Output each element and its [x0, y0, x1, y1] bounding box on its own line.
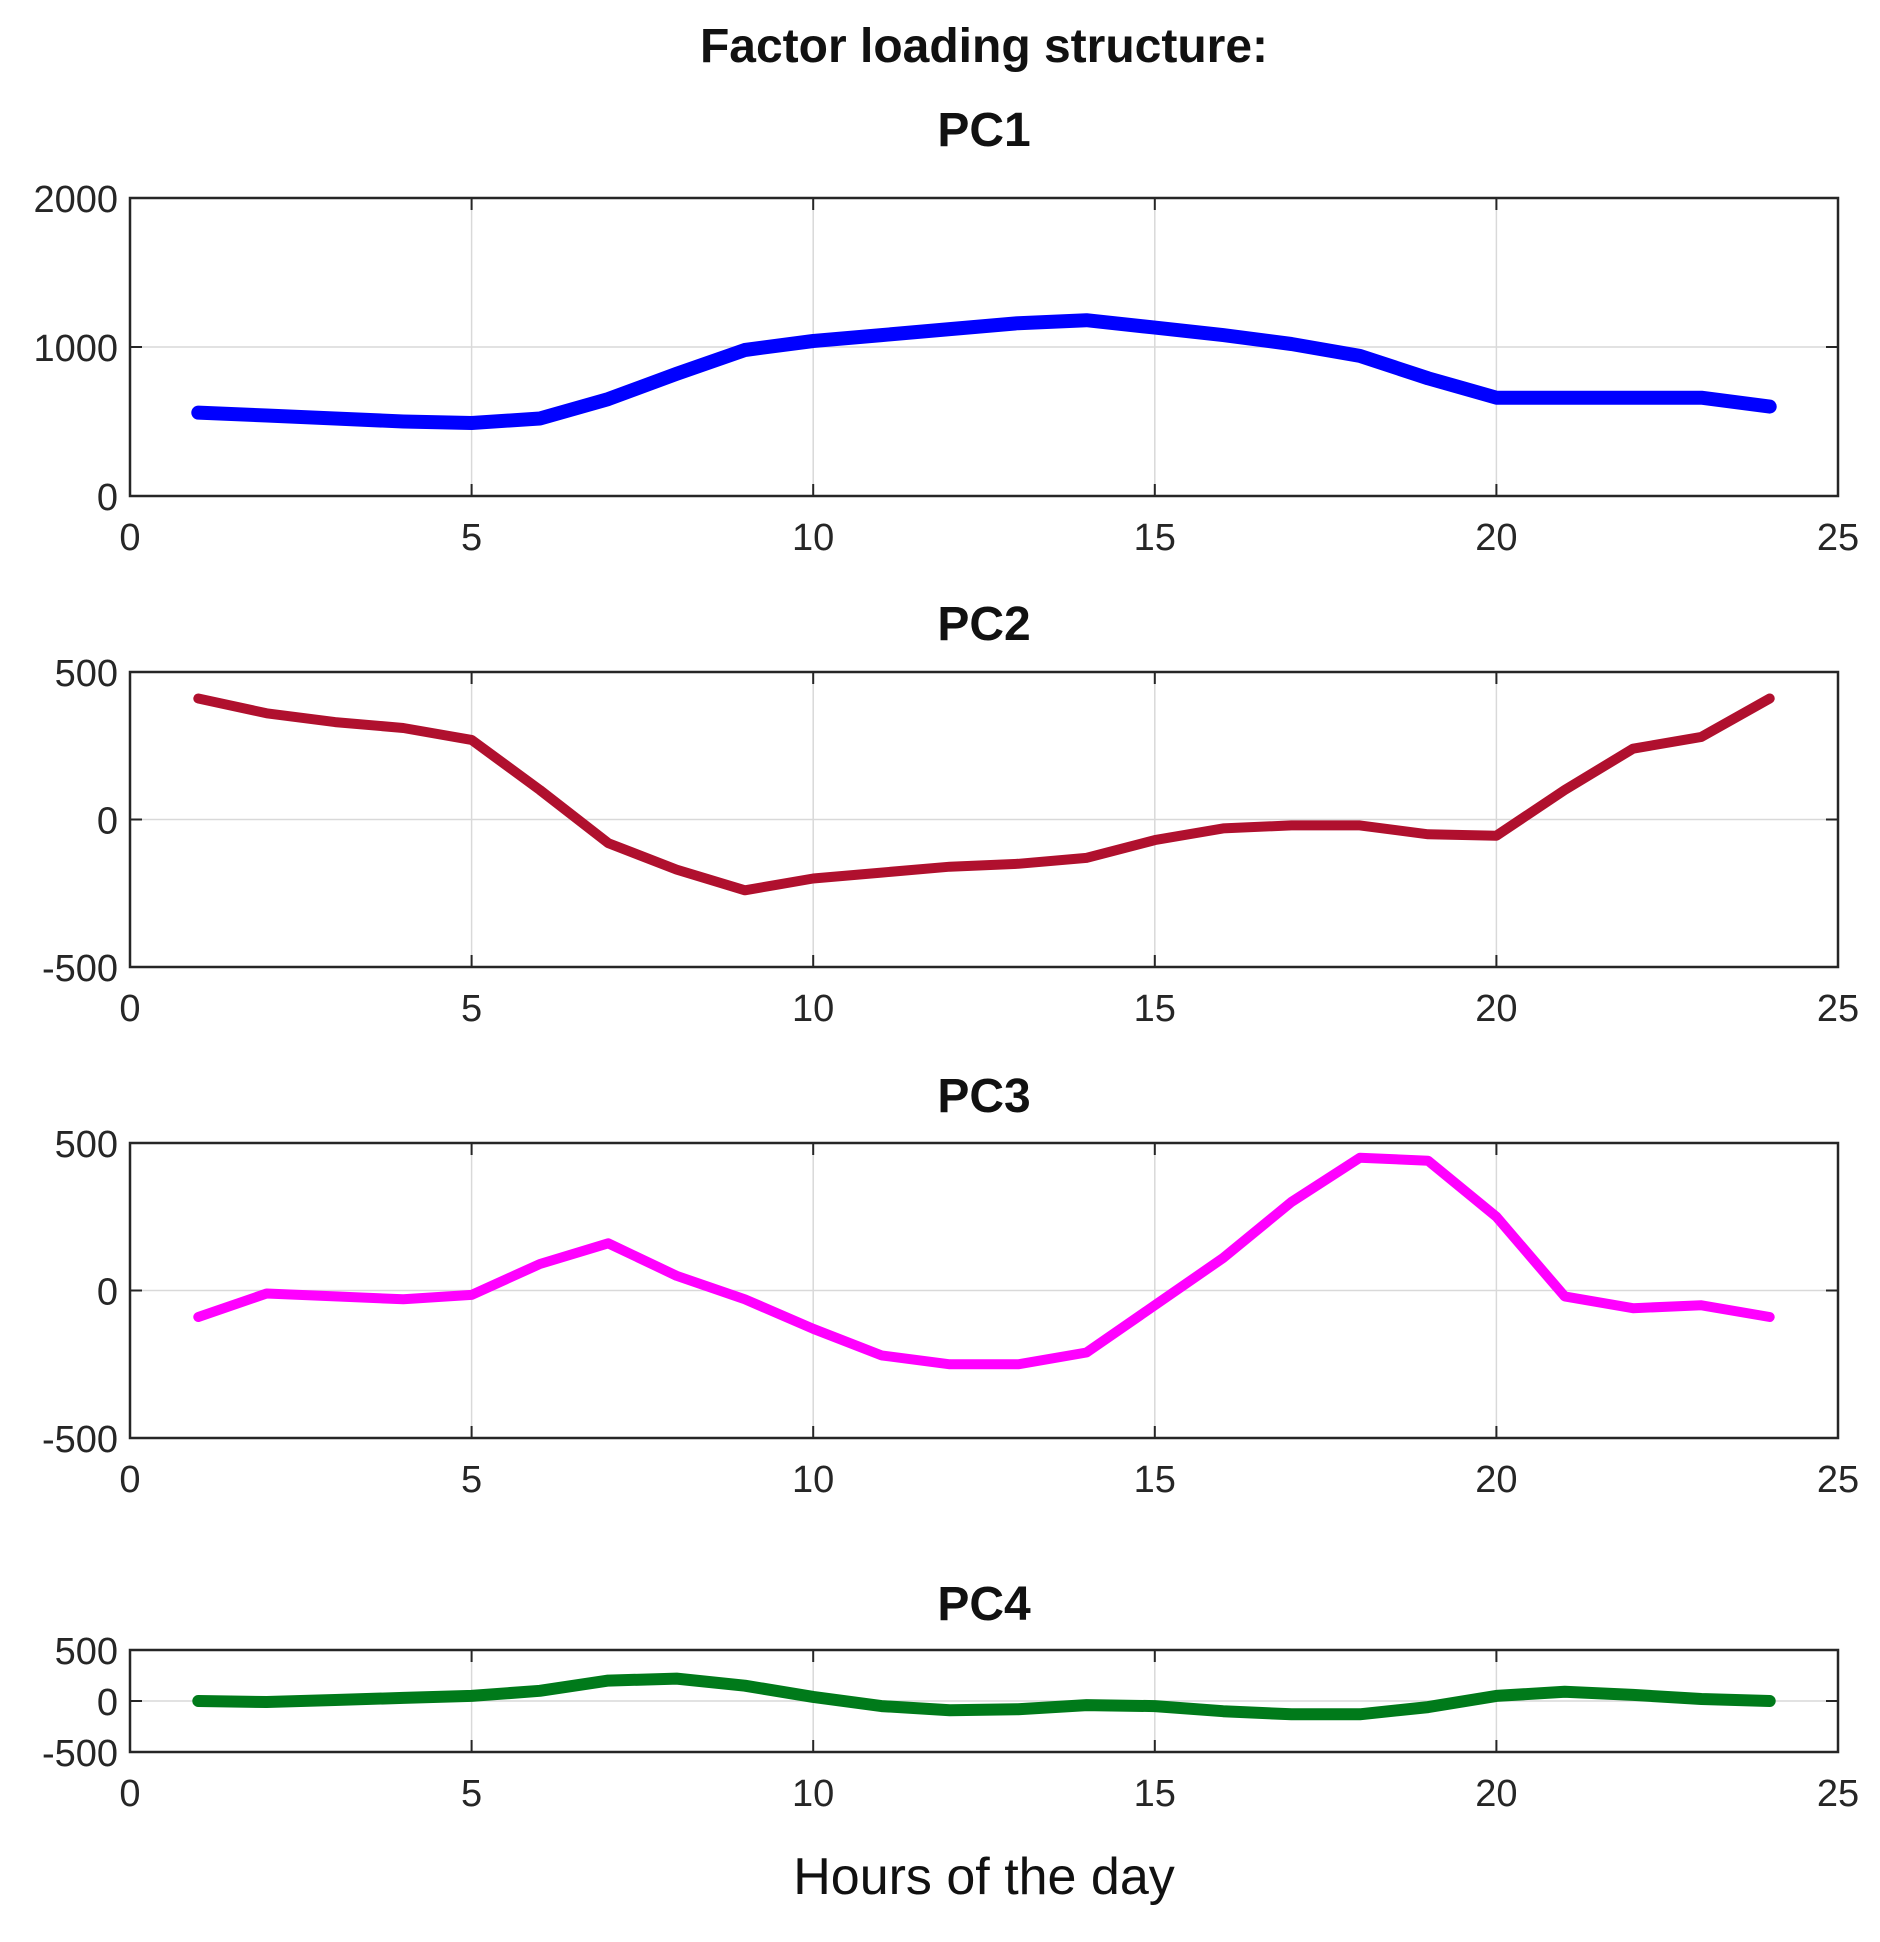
- x-tick-label: 25: [1817, 517, 1859, 559]
- series-line-pc2: [193, 693, 1775, 896]
- x-tick-label: 15: [1134, 1773, 1176, 1815]
- y-tick-label: 0: [97, 1272, 118, 1314]
- x-tick-label: 25: [1817, 1459, 1859, 1501]
- x-axis-label: Hours of the day: [793, 1848, 1175, 1906]
- series-line-pc3: [193, 1152, 1775, 1370]
- subplot-title: PC3: [937, 1070, 1030, 1123]
- x-tick-label: 5: [461, 1459, 482, 1501]
- x-tick-label: 5: [461, 988, 482, 1030]
- x-tick-label: 0: [119, 1773, 140, 1815]
- x-tick-label: 20: [1475, 517, 1517, 559]
- y-tick-label: -500: [42, 1733, 118, 1775]
- y-tick-label: -500: [42, 948, 118, 990]
- y-tick-label: 500: [55, 1631, 118, 1673]
- x-tick-label: 5: [461, 517, 482, 559]
- x-tick-label: 15: [1134, 1459, 1176, 1501]
- x-tick-label: 20: [1475, 1773, 1517, 1815]
- x-tick-label: 10: [792, 988, 834, 1030]
- y-tick-label: 2000: [33, 179, 118, 221]
- y-tick-label: 0: [97, 801, 118, 843]
- y-tick-label: 0: [97, 1682, 118, 1724]
- subplot-title: PC1: [937, 104, 1030, 157]
- y-tick-label: 500: [55, 653, 118, 695]
- x-tick-label: 25: [1817, 988, 1859, 1030]
- y-tick-label: 500: [55, 1124, 118, 1166]
- x-tick-label: 20: [1475, 1459, 1517, 1501]
- x-tick-label: 15: [1134, 988, 1176, 1030]
- figure-suptitle: Factor loading structure:: [700, 20, 1268, 73]
- y-tick-label: 1000: [33, 328, 118, 370]
- x-tick-label: 0: [119, 517, 140, 559]
- x-tick-label: 10: [792, 517, 834, 559]
- x-tick-label: 0: [119, 1459, 140, 1501]
- x-tick-label: 5: [461, 1773, 482, 1815]
- y-tick-label: -500: [42, 1419, 118, 1461]
- series-line-pc4: [192, 1672, 1776, 1721]
- x-tick-label: 10: [792, 1459, 834, 1501]
- subplot-title: PC4: [937, 1578, 1031, 1631]
- series-line-pc1: [191, 313, 1777, 430]
- x-tick-label: 10: [792, 1773, 834, 1815]
- x-tick-label: 20: [1475, 988, 1517, 1030]
- y-tick-label: 0: [97, 477, 118, 519]
- subplot-1: 0 5 10 15 20 25 0 1000 2000 PC1: [33, 104, 1859, 559]
- x-tick-label: 15: [1134, 517, 1176, 559]
- subplot-title: PC2: [937, 598, 1030, 651]
- x-tick-label: 25: [1817, 1773, 1859, 1815]
- x-tick-label: 0: [119, 988, 140, 1030]
